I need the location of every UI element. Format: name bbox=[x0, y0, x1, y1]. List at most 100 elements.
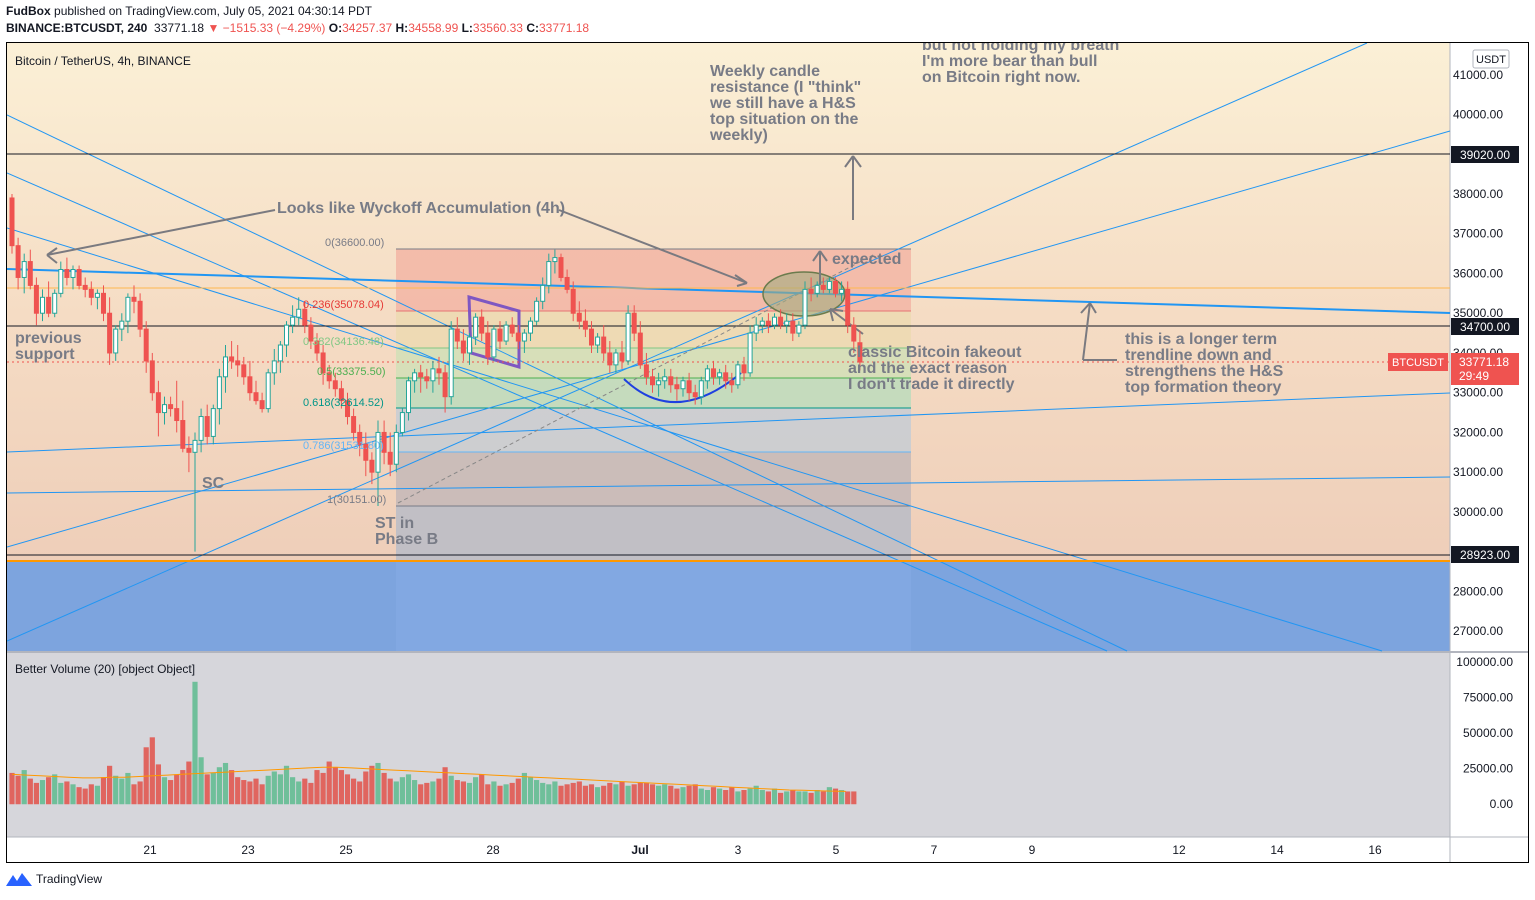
volume-tick-label: 100000.00 bbox=[1456, 655, 1513, 669]
candle bbox=[363, 432, 369, 477]
candle bbox=[149, 352, 155, 401]
candle bbox=[180, 400, 186, 453]
volume-bar bbox=[509, 782, 515, 805]
last-price: 33771.18 bbox=[154, 21, 205, 35]
volume-bar bbox=[851, 791, 857, 805]
volume-bar bbox=[125, 772, 131, 805]
candle bbox=[33, 277, 39, 326]
fib-label-0: 0(36600.00) bbox=[325, 237, 384, 249]
candle-body bbox=[302, 308, 308, 326]
candle-body bbox=[332, 380, 338, 390]
time-tick-label: 3 bbox=[735, 843, 742, 857]
candle-body bbox=[521, 332, 527, 342]
time-tick-label: 28 bbox=[486, 843, 500, 857]
candle-body bbox=[796, 324, 802, 334]
candle-body bbox=[387, 451, 393, 465]
candle-body bbox=[314, 340, 320, 354]
candle-body bbox=[284, 324, 289, 346]
candle-body bbox=[229, 356, 235, 362]
candle-body bbox=[375, 431, 381, 473]
volume-bar bbox=[58, 782, 64, 805]
fib-label-618: 0.618(32614.52) bbox=[303, 397, 384, 409]
candle bbox=[704, 364, 710, 389]
candle bbox=[698, 376, 704, 405]
candle-body bbox=[460, 340, 466, 354]
axes-group: 41000.0040000.0039000.0038000.0037000.00… bbox=[143, 68, 1513, 857]
candle-body bbox=[534, 300, 540, 322]
chart-frame[interactable]: 41000.0040000.0039000.0038000.0037000.00… bbox=[6, 42, 1529, 863]
candle-body bbox=[662, 376, 668, 382]
annotation-line: Phase B bbox=[375, 531, 438, 548]
candle-body bbox=[778, 316, 784, 326]
candle-body bbox=[155, 392, 161, 414]
volume-bar bbox=[649, 784, 656, 805]
candle-body bbox=[210, 408, 216, 437]
candle bbox=[619, 341, 625, 369]
candle bbox=[21, 253, 27, 294]
volume-bar bbox=[771, 788, 778, 805]
candle bbox=[765, 313, 771, 334]
candle bbox=[668, 368, 674, 393]
candle bbox=[729, 372, 735, 393]
candle-body bbox=[485, 332, 491, 358]
volume-bar bbox=[424, 782, 430, 805]
candle bbox=[314, 333, 320, 361]
candle bbox=[814, 281, 820, 298]
candle-body bbox=[601, 336, 607, 354]
volume-bar bbox=[363, 771, 369, 805]
time-tick-label: 9 bbox=[1029, 843, 1036, 857]
candle-body bbox=[540, 284, 546, 302]
time-tick-label: 14 bbox=[1270, 843, 1284, 857]
currency-box[interactable] bbox=[1472, 49, 1510, 69]
publish-info: published on TradingView.com, July 05, 2… bbox=[54, 4, 372, 18]
ohlc-line: BINANCE:BTCUSDT, 240 33771.18 ▼ −1515.33… bbox=[6, 21, 589, 35]
candle bbox=[521, 329, 527, 353]
candle-body bbox=[625, 312, 631, 362]
candle-body bbox=[503, 324, 509, 342]
candle bbox=[540, 277, 546, 310]
candle-body bbox=[552, 257, 558, 263]
candle bbox=[491, 325, 497, 361]
publisher-name[interactable]: FudBox bbox=[6, 4, 51, 18]
candle-body bbox=[406, 380, 411, 414]
price-chart[interactable]: 41000.0040000.0039000.0038000.0037000.00… bbox=[7, 43, 1529, 863]
fib-label-5: 0.5(33375.50) bbox=[317, 366, 386, 378]
volume-bar bbox=[308, 782, 314, 805]
volume-bar bbox=[412, 780, 418, 805]
currency-label: USDT bbox=[1476, 54, 1506, 66]
time-tick-label: 23 bbox=[241, 843, 255, 857]
candle bbox=[345, 392, 350, 425]
volume-bar bbox=[235, 777, 241, 805]
annotation-sc: SC bbox=[202, 475, 225, 492]
volume-bar bbox=[729, 787, 735, 805]
volume-bar bbox=[515, 778, 521, 805]
candle bbox=[284, 321, 289, 357]
candle bbox=[558, 253, 564, 282]
candle bbox=[576, 301, 582, 330]
candle-body bbox=[528, 320, 533, 334]
rounded-bottom-arc bbox=[623, 372, 742, 403]
candle-body bbox=[58, 269, 64, 294]
annotation-line: this is a longer term bbox=[1125, 331, 1277, 348]
volume-bar bbox=[741, 790, 747, 805]
candle bbox=[454, 317, 460, 349]
volume-bar bbox=[680, 787, 686, 805]
price-tick-label: 41000.00 bbox=[1453, 68, 1503, 82]
pane-title: Bitcoin / TetherUS, 4h, BINANCE bbox=[15, 54, 191, 68]
candle bbox=[241, 356, 247, 385]
volume-bar bbox=[229, 770, 235, 805]
time-tick-label: 5 bbox=[833, 843, 840, 857]
annotation-longer-term: this is a longer term trendline down and s… bbox=[1125, 331, 1284, 396]
volume-bar bbox=[210, 772, 216, 805]
trend-lines bbox=[7, 43, 1451, 652]
volume-tick-label: 25000.00 bbox=[1463, 762, 1513, 776]
volume-bar bbox=[222, 762, 229, 805]
volume-tick-label: 0.00 bbox=[1490, 797, 1514, 811]
volume-bar bbox=[82, 788, 88, 805]
trendline-up-1 bbox=[7, 43, 1368, 642]
candle bbox=[406, 376, 411, 421]
footer-brand[interactable]: TradingView bbox=[36, 872, 103, 886]
candle-body bbox=[430, 368, 436, 382]
candle-body bbox=[491, 328, 497, 358]
volume-bar bbox=[344, 774, 351, 805]
